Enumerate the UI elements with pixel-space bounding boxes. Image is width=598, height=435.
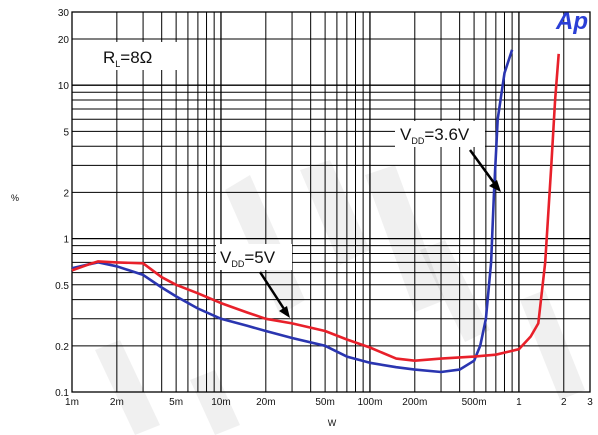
load-resistance-label-bg	[96, 42, 178, 70]
vdd-5v-text: VDD=5V	[220, 248, 276, 269]
vdd-3v6-label-bg	[395, 121, 485, 147]
x-tick-label: 200m	[402, 397, 427, 408]
y-tick-label: 0.2	[55, 342, 69, 353]
x-tick-label: 500m	[462, 397, 487, 408]
y-tick-label: 20	[58, 35, 70, 46]
x-tick-label: 2	[561, 397, 567, 408]
x-tick-label: 1	[516, 397, 522, 408]
y-tick-label: 5	[63, 127, 69, 138]
y-tick-label: 2	[63, 188, 69, 199]
load-resistance-label: RL=8Ω	[96, 42, 178, 70]
y-tick-label: 1	[63, 235, 69, 246]
x-tick-label: 1m	[65, 397, 79, 408]
x-tick-label: 5m	[169, 397, 183, 408]
y-axis-title: %	[11, 193, 19, 203]
vdd-5v-label-bg	[216, 244, 292, 270]
x-tick-label: 50m	[315, 397, 334, 408]
vdd-5v-arrowhead	[279, 306, 290, 318]
vdd-5v-label: VDD=5V	[216, 244, 292, 318]
brand-logo: Ap	[555, 8, 588, 35]
plot-frame	[71, 11, 591, 393]
x-tick-label: 10m	[211, 397, 230, 408]
watermark	[95, 160, 585, 435]
y-tick-label: 10	[58, 81, 70, 92]
vdd-3v6-arrow	[468, 149, 499, 188]
x-axis-title: W	[328, 418, 337, 428]
y-tick-label: 0.5	[55, 281, 69, 292]
x-tick-label: 2m	[110, 397, 124, 408]
x-tick-label: 3	[587, 397, 593, 408]
y-tick-label: 0.1	[55, 388, 69, 399]
annotations: RL=8Ω VDD=3.6V VDD=5V	[96, 42, 501, 318]
vdd-3v6-label: VDD=3.6V	[395, 121, 501, 192]
x-tick-label: 100m	[357, 397, 382, 408]
load-resistance-text: RL=8Ω	[103, 48, 152, 69]
x-tick-label: 20m	[256, 397, 275, 408]
y-tick-label: 30	[58, 8, 70, 19]
vdd-3v6-arrowhead	[489, 180, 501, 192]
vdd-5v-arrow	[258, 271, 288, 313]
y-axis-ticks: 0.1 0.2 0.5 1 2 5 10 20 30	[55, 8, 69, 399]
x-axis-ticks: 1m 2m 5m 10m 20m 50m 100m 200m 500m 1 2 3	[65, 397, 593, 408]
series-layer	[71, 49, 560, 374]
vdd-3v6-text: VDD=3.6V	[400, 125, 470, 146]
series-line-vdd-5v	[71, 53, 560, 362]
series-line-vdd-3-6v	[71, 49, 514, 374]
grid-lines	[72, 12, 590, 392]
